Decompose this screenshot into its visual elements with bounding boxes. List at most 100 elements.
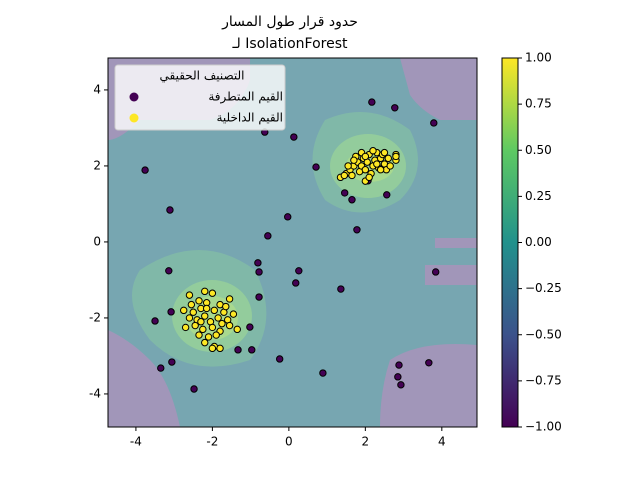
point [319,369,327,377]
point [348,171,356,180]
legend-title: التصنيف الحقيقي [160,69,245,83]
point [290,133,298,141]
point [185,291,194,299]
point [284,213,292,221]
plot-frame [107,57,478,428]
point [246,323,254,331]
point [190,385,198,393]
point [222,302,230,311]
x-tick-label: -2 [206,435,218,449]
point [234,346,242,354]
point [218,319,226,328]
point [391,104,399,112]
point [248,346,256,354]
legend-label: القيم الداخلية [216,111,283,125]
x-tick-label: 4 [438,435,446,449]
y-tick-label: 2 [93,158,101,172]
point [395,361,403,369]
point [208,323,217,332]
point [204,333,213,341]
point [394,373,402,381]
point [165,267,173,275]
point [392,152,400,161]
point [432,268,440,276]
chart-title: لـ IsolationForest [231,36,348,52]
point [384,154,392,163]
point [189,308,197,316]
point [141,166,149,174]
point [229,310,238,318]
point [361,166,370,174]
point [344,162,352,170]
point [210,306,219,315]
point [197,318,205,326]
point [373,160,381,168]
point [201,338,209,347]
point [361,152,370,161]
colorbar-tick-label: −1.00 [525,420,562,434]
chart-title: حدود قرار طول المسار [221,14,358,30]
point [187,300,196,309]
point [225,321,234,330]
point [365,173,373,182]
x-tick-label: 0 [285,435,293,449]
point [275,355,284,363]
point [292,279,300,287]
point [151,317,159,325]
y-tick-label: -4 [89,386,101,400]
colorbar-tick-label: −0.50 [525,327,562,341]
point [425,359,433,367]
point [195,297,203,305]
point [157,364,165,372]
point [264,232,272,240]
colorbar-tick-label: 1.00 [525,51,552,65]
point [225,295,234,303]
point [216,344,224,353]
point [180,306,188,315]
point [353,226,361,234]
point [208,289,217,297]
point [191,321,199,330]
colorbar-tick-label: −0.25 [525,281,562,295]
point [202,304,211,313]
point [376,166,385,174]
legend-box [114,64,286,131]
point [348,196,356,204]
colorbar [501,57,519,428]
point [255,268,263,276]
legend: التصنيف الحقيقي القيم المتطرفة القيم الدا… [114,64,286,131]
point [255,293,263,301]
point [383,191,391,199]
point [430,119,438,127]
point [233,325,241,334]
legend-label: القيم المتطرفة [208,90,283,105]
y-tick-label: 4 [93,82,101,96]
colorbar-tick-label: 0.25 [525,189,552,203]
y-tick-label: -2 [89,310,101,324]
x-tick-label: 2 [362,435,370,449]
point [212,331,220,339]
colorbar-tick-label: 0.50 [525,143,552,157]
point [168,358,176,366]
legend-marker [129,92,139,102]
point [337,285,345,293]
point [195,331,203,339]
colorbar-tick-label: 0.00 [525,235,552,249]
point [386,162,394,170]
x-tick-label: -4 [130,435,142,449]
point [166,206,174,214]
point [201,312,209,320]
point [201,287,209,296]
point [369,147,377,155]
point [368,98,376,106]
point [295,267,303,275]
point [380,148,389,157]
point [340,171,349,180]
legend-marker [129,113,139,123]
point [185,314,194,322]
point [340,189,349,197]
colorbar-tick-label: 0.75 [525,97,552,111]
point [397,381,405,389]
point [181,323,190,332]
